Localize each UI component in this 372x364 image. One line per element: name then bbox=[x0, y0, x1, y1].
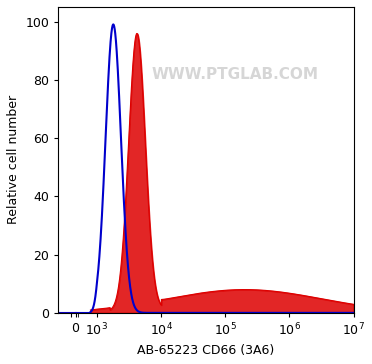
Text: WWW.PTGLAB.COM: WWW.PTGLAB.COM bbox=[152, 67, 319, 82]
X-axis label: AB-65223 CD66 (3A6): AB-65223 CD66 (3A6) bbox=[137, 344, 275, 357]
Y-axis label: Relative cell number: Relative cell number bbox=[7, 95, 20, 225]
